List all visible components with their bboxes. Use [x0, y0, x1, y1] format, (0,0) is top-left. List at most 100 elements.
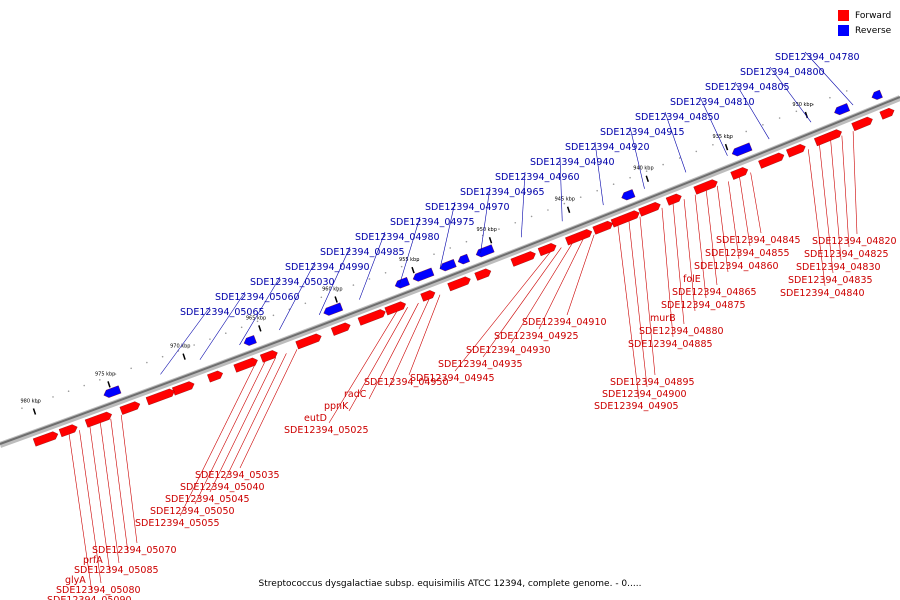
track-dot: [114, 373, 117, 375]
gene-label: ppnK: [324, 401, 349, 412]
gene-label: SDE12394_04985: [320, 247, 405, 258]
label-connector: [160, 306, 211, 375]
tick-label: 970 kbp: [170, 344, 190, 350]
reverse-gene-arrow: [103, 385, 122, 398]
legend: Forward Reverse: [838, 8, 891, 38]
track-dot: [352, 284, 355, 286]
gene-label: SDE12394_04960: [495, 172, 580, 183]
tick-mark: [32, 408, 37, 415]
gene-label: SDE12394_04855: [705, 248, 790, 259]
track-dot: [240, 326, 243, 329]
gene-body: [384, 301, 406, 316]
forward-gene-arrow: [510, 251, 536, 267]
gene-label: SDE12394_04925: [494, 331, 579, 342]
forward-gene-arrow: [145, 388, 175, 406]
gene-label: SDE12394_04950: [364, 377, 449, 388]
gene-label: SDE12394_05045: [165, 494, 250, 505]
gene-label: SDE12394_04965: [460, 187, 545, 198]
label-connector: [179, 365, 255, 517]
forward-gene-arrow: [233, 357, 258, 373]
forward-gene-arrow: [420, 290, 436, 302]
label-connector: [68, 433, 93, 594]
gene-body: [610, 210, 640, 228]
track-dot: [579, 196, 582, 198]
track-dot: [272, 314, 275, 317]
forward-gene-arrow: [851, 116, 873, 132]
gene-body: [145, 388, 175, 406]
label-connector: [699, 96, 728, 156]
gene-label: SDE12394_04935: [438, 359, 523, 370]
tick-label: 950 kbp: [477, 227, 497, 233]
label-connector: [439, 201, 456, 269]
label-connector: [89, 426, 111, 574]
gene-label: SDE12394_04900: [602, 389, 687, 400]
gene-body: [295, 333, 322, 350]
label-connector: [482, 247, 562, 358]
label-connector: [194, 361, 266, 505]
gene-body: [84, 411, 112, 428]
track-dot: [304, 302, 307, 305]
gene-label: SDE12394_04865: [672, 287, 757, 298]
track-dot: [745, 130, 748, 133]
label-connector: [279, 261, 316, 331]
track-dot: [596, 189, 598, 192]
gene-body: [879, 108, 895, 120]
reverse-gene-arrow: [871, 89, 883, 100]
track-dot: [130, 367, 132, 370]
gene-body: [730, 167, 749, 180]
gene-label: SDE12394_04780: [775, 52, 860, 63]
gene-body: [58, 424, 78, 438]
backbone: [0, 95, 900, 448]
gene-body: [592, 220, 613, 235]
gene-label: SDE12394_04910: [522, 317, 607, 328]
gene-body: [457, 253, 470, 265]
label-connector: [807, 149, 826, 287]
legend-item-forward: Forward: [838, 8, 891, 23]
track-dot: [336, 290, 339, 292]
track-dot: [449, 247, 452, 249]
track-dot: [498, 228, 500, 230]
forward-gene-arrow: [330, 322, 351, 336]
gene-label: SDE12394_05085: [74, 565, 159, 576]
gene-body: [510, 251, 536, 267]
gene-body: [207, 370, 223, 383]
gene-body: [814, 129, 842, 147]
label-connector: [566, 234, 595, 316]
tick-label: 940 kbp: [633, 166, 653, 172]
track-dot: [662, 163, 664, 166]
gene-body: [537, 243, 557, 257]
label-connector: [672, 203, 685, 325]
forward-gene-arrow: [384, 301, 406, 316]
label-connector: [120, 414, 138, 544]
gene-label: SDE12394_04845: [716, 235, 801, 246]
gene-label: prfA: [83, 555, 103, 566]
gene-body: [731, 142, 753, 157]
gene-body: [693, 179, 718, 195]
gene-label: SDE12394_05050: [150, 506, 235, 517]
gene-label: SDE12394_04820: [812, 236, 897, 247]
gene-label: SDE12394_05065: [180, 307, 265, 318]
gene-label: SDE12394_04825: [804, 249, 889, 260]
label-connector: [224, 353, 287, 481]
gene-label: eutD: [304, 413, 327, 424]
gene-label: SDE12394_05035: [195, 470, 280, 481]
forward-gene-arrow: [879, 108, 895, 120]
label-connector: [480, 186, 491, 254]
label-connector: [521, 171, 526, 238]
label-connector: [399, 216, 421, 285]
gene-label: SDE12394_04835: [788, 275, 873, 286]
tick-mark: [645, 175, 649, 182]
gene-label: SDE12394_04850: [635, 112, 720, 123]
gene-body: [475, 244, 495, 258]
gene-body: [323, 302, 344, 316]
forward-gene-arrow: [357, 309, 386, 326]
gene-label: SDE12394_04990: [285, 262, 370, 273]
gene-label: SDE12394_05055: [135, 518, 220, 529]
track-dot: [209, 338, 211, 340]
forward-gene-arrow: [665, 193, 682, 206]
track-dot: [547, 209, 549, 211]
gene-label: SDE12394_04875: [661, 300, 746, 311]
forward-gene-arrow: [474, 268, 492, 281]
track-dot: [795, 110, 798, 113]
